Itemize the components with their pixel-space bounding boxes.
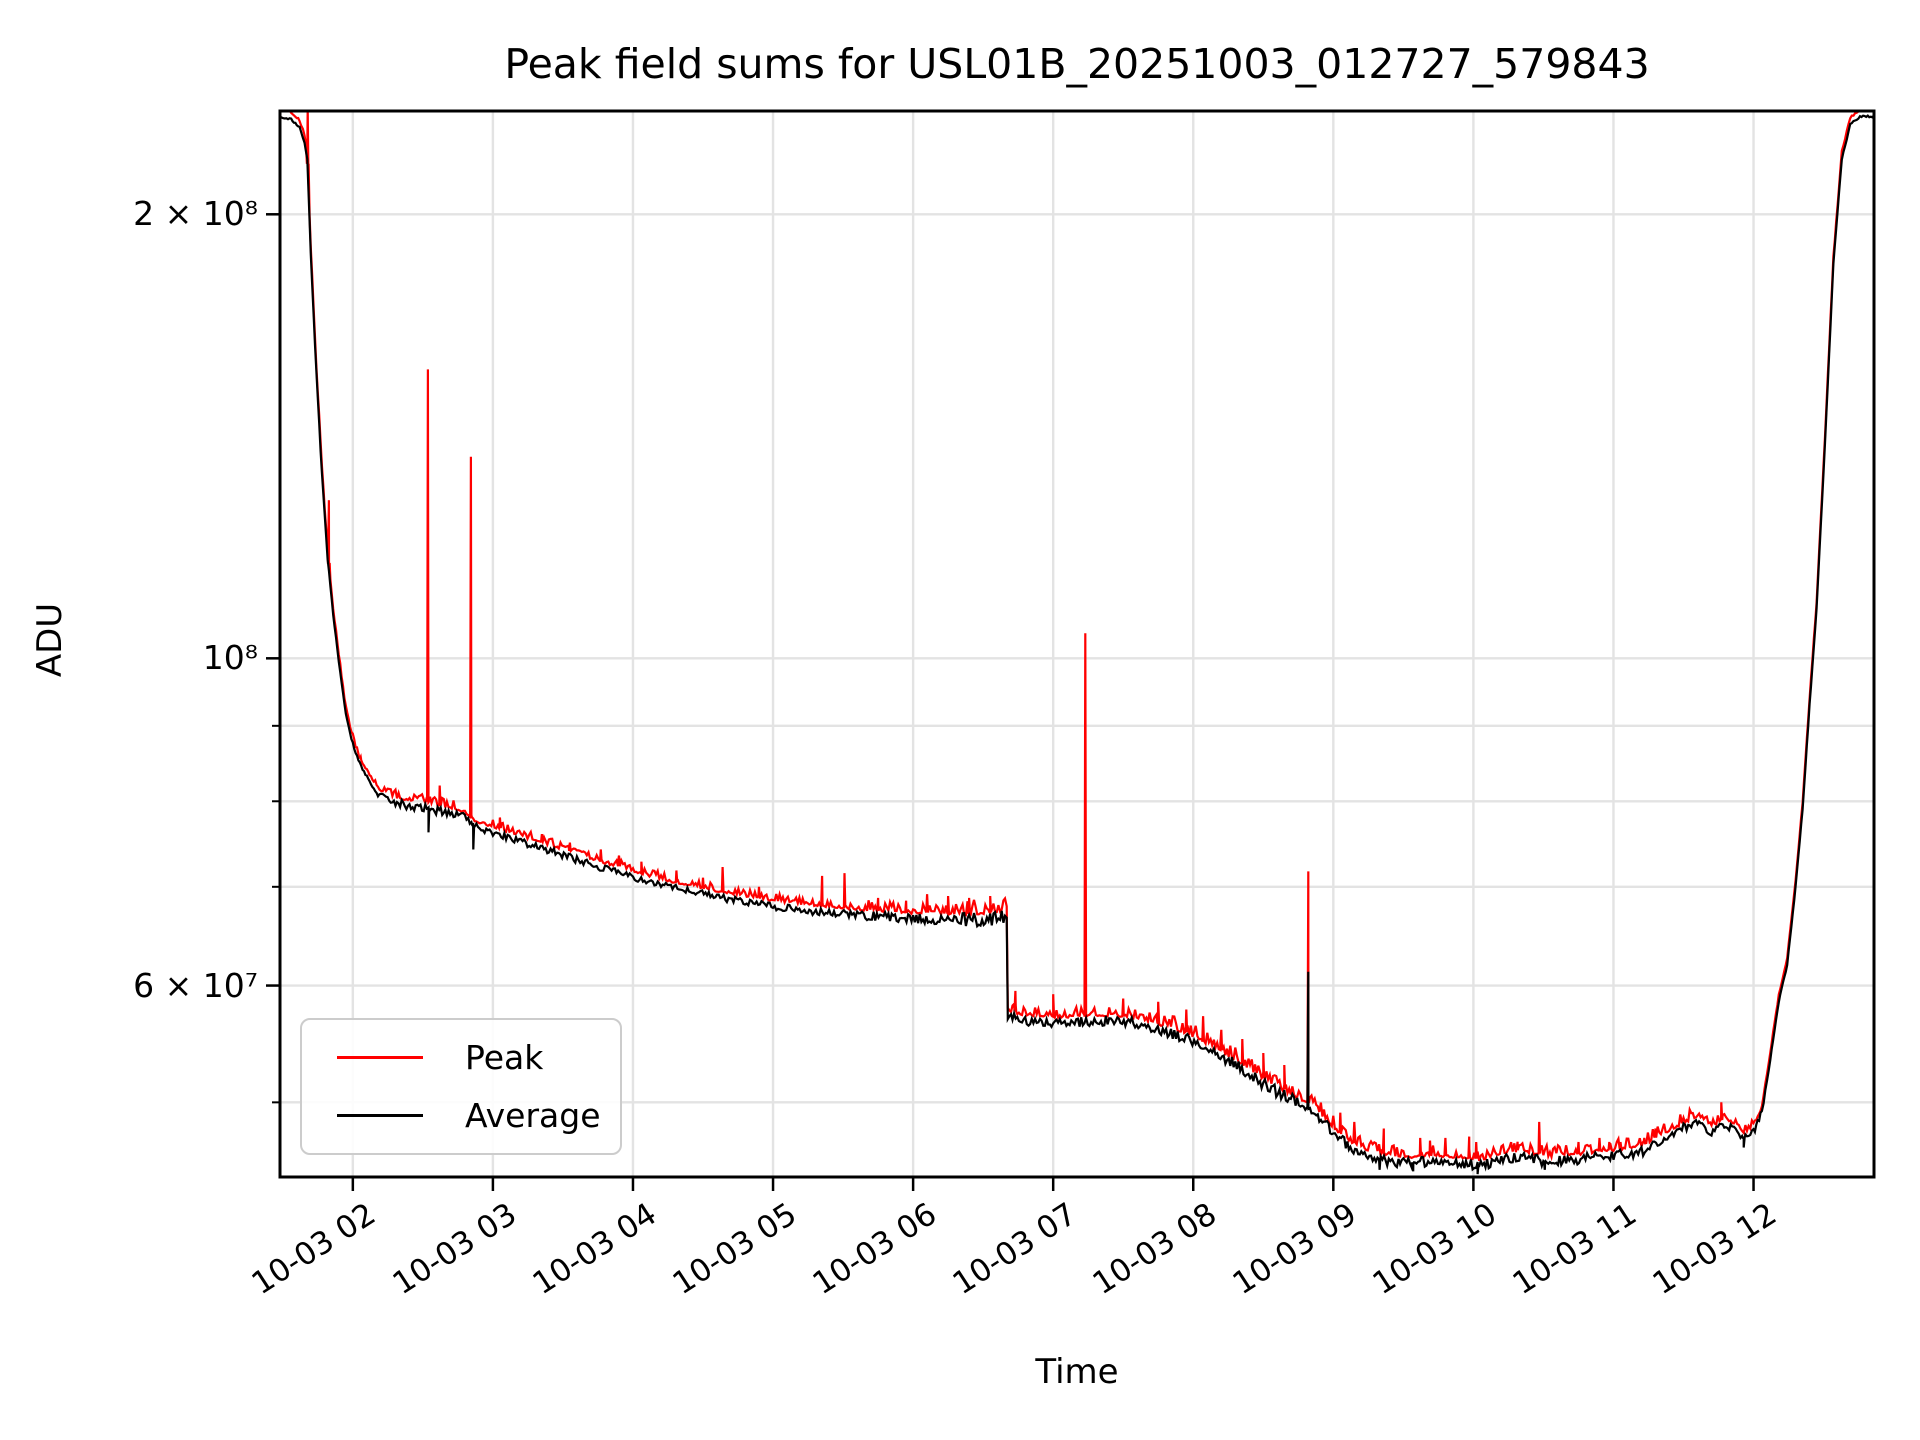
- legend-label-peak: Peak: [465, 1038, 544, 1078]
- y-axis-label: ADU: [30, 602, 70, 678]
- y-tick-label: 2 × 10⁸: [133, 194, 258, 234]
- tick-marks: [266, 213, 1755, 1191]
- y-tick-label: 10⁸: [202, 638, 258, 678]
- gridlines: [280, 111, 1874, 1177]
- average-line-swatch: [337, 1113, 423, 1117]
- peak-series-line: [280, 111, 1874, 1162]
- legend-label-average: Average: [465, 1095, 601, 1135]
- legend: Peak Average: [300, 1018, 622, 1155]
- chart-title: Peak field sums for USL01B_20251003_0127…: [504, 40, 1650, 88]
- legend-entry-average: Average: [302, 1089, 620, 1141]
- average-series-line: [280, 114, 1874, 1175]
- x-axis-label: Time: [1035, 1352, 1119, 1392]
- peak-line-swatch: [337, 1056, 423, 1060]
- plot-frame: [278, 109, 1876, 1179]
- legend-entry-peak: Peak: [302, 1032, 620, 1084]
- y-tick-label: 6 × 10⁷: [133, 965, 258, 1005]
